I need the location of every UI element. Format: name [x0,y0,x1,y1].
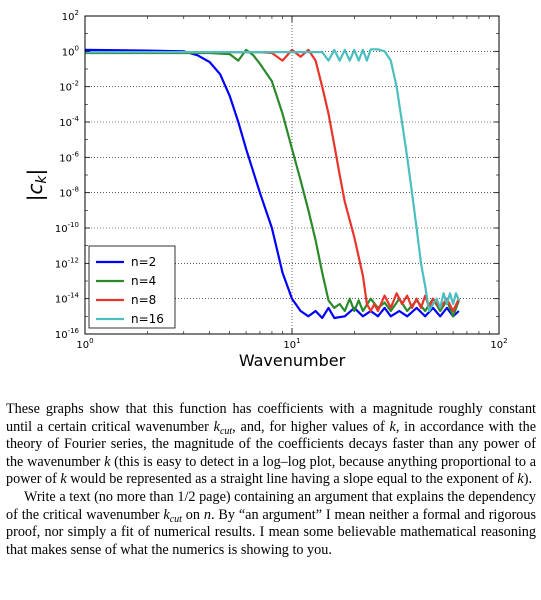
series-line-n=16 [85,48,460,313]
y-tick-label: 10-6 [59,150,79,164]
x-axis-label: Wavenumber [239,351,346,370]
caption-paragraph-2: Write a text (no more than 1/2 page) con… [6,488,536,558]
y-axis-label: |ck| [23,169,50,202]
caption-paragraph-1: These graphs show that this function has… [6,401,536,488]
y-tick-label: 10-8 [59,186,79,200]
x-tick-label: 101 [283,337,300,351]
y-tick-label: 10-16 [55,327,80,341]
y-tick-label: 10-10 [55,221,79,235]
coefficient-decay-chart: |ck| 102 100 10-2 10-4 10-6 10-8 10-10 10-12 10-… [23,9,508,370]
legend-label: n=8 [131,293,156,307]
y-tick-label: 10-2 [59,80,79,94]
legend-label: n=2 [131,255,156,269]
y-tick-label: 10-4 [59,115,79,129]
legend-label: n=16 [131,312,164,326]
ticks: 102 100 10-2 10-4 10-6 10-8 10-10 10-12 10-14 10-… [55,9,508,351]
series-line-n=2 [84,48,460,320]
y-tick-label: 100 [62,44,79,58]
y-tick-label: 10-12 [55,256,79,270]
y-tick-label: 10-14 [55,292,80,306]
x-tick-label: 102 [490,337,507,351]
legend-box [88,245,176,329]
caption: These graphs show that this function has… [6,401,536,559]
series-lines [84,48,460,320]
x-tick-label: 100 [76,337,93,351]
legend: n=2 n=4 n=8 n=16 [88,245,176,329]
y-tick-label: 102 [62,9,79,23]
legend-label: n=4 [131,274,156,288]
